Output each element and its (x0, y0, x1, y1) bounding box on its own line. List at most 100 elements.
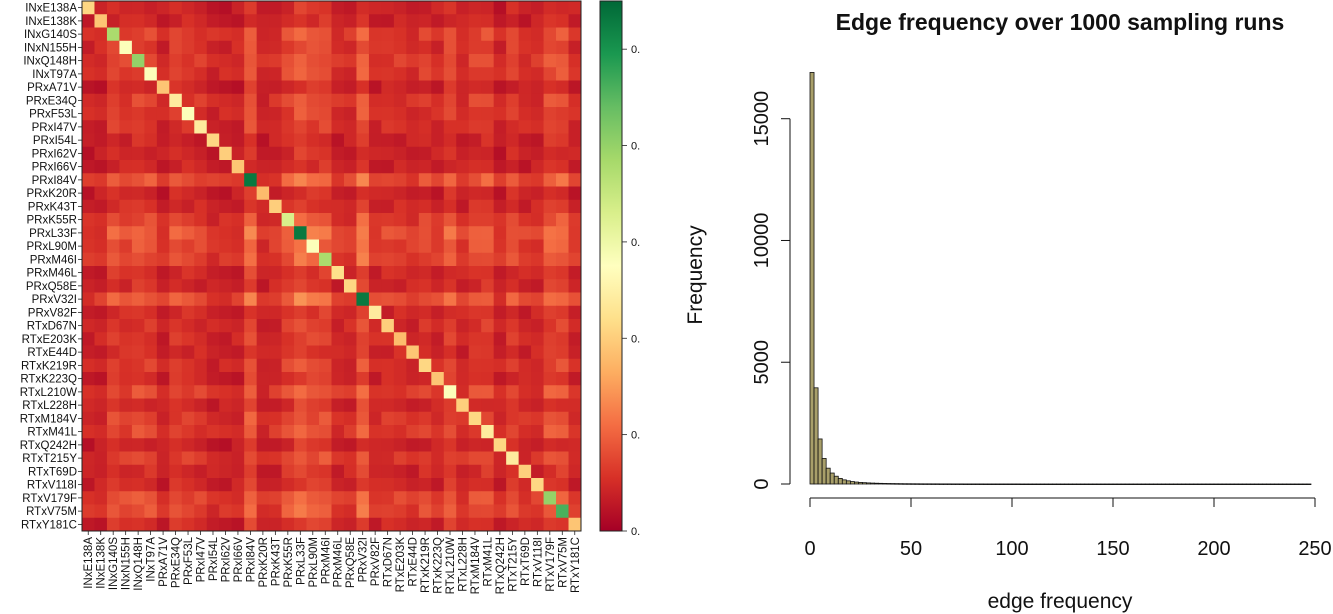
heatmap-cell (94, 1, 108, 15)
heatmap-cell (281, 186, 295, 201)
heatmap-cell (331, 319, 345, 333)
column-label: INxQ148H (133, 537, 145, 591)
heatmap-cell (331, 372, 345, 386)
heatmap-cell (281, 305, 295, 320)
histogram-bar (862, 482, 867, 485)
heatmap-cell (431, 517, 445, 532)
heatmap-cell (406, 40, 420, 55)
column-label: RTxM41L (482, 536, 494, 586)
heatmap-cell (568, 67, 582, 81)
heatmap-cell (531, 1, 544, 15)
heatmap-cell (169, 67, 183, 81)
heatmap-cell (518, 425, 532, 439)
heatmap-cell (381, 292, 395, 307)
heatmap-cell (406, 491, 420, 505)
row-label: INxG140S (24, 29, 77, 41)
heatmap-cell (556, 160, 569, 174)
heatmap-cell (206, 133, 220, 148)
heatmap-cell (368, 398, 382, 413)
heatmap-cell (131, 491, 145, 505)
heatmap-cell (281, 292, 295, 307)
heatmap-cell (331, 279, 345, 293)
heatmap-cell (144, 199, 158, 214)
heatmap-cell (568, 517, 582, 532)
heatmap-cell (431, 120, 445, 134)
heatmap-cell (82, 146, 95, 161)
heatmap-cell (231, 27, 245, 42)
heatmap-cell (331, 93, 345, 108)
histogram-bar (1245, 483, 1251, 485)
heatmap-cell (368, 345, 382, 360)
heatmap-cell (531, 252, 544, 267)
histogram-bar (1266, 483, 1271, 485)
heatmap-cell (443, 451, 457, 466)
heatmap-cell (94, 332, 108, 346)
heatmap-cell (431, 186, 445, 201)
heatmap-cell (568, 319, 582, 333)
heatmap-cell (82, 93, 95, 108)
heatmap-cell (518, 199, 532, 214)
heatmap-cell (206, 199, 220, 214)
histogram-bars (809, 72, 1312, 485)
heatmap-cell (144, 279, 158, 293)
heatmap-cell (343, 173, 357, 187)
heatmap-cell (281, 398, 295, 413)
heatmap-cell (393, 93, 407, 108)
heatmap-cell (493, 504, 507, 519)
heatmap-cell (219, 252, 233, 267)
heatmap-cell (106, 279, 120, 293)
heatmap-cell (106, 226, 120, 240)
histogram-bar (979, 483, 985, 485)
heatmap-cell (156, 279, 170, 293)
heatmap-cell (456, 478, 470, 492)
heatmap-cell (106, 491, 120, 505)
heatmap-cell (368, 266, 382, 280)
column-label: RTxT215Y (507, 537, 519, 592)
heatmap-cell (94, 517, 108, 532)
heatmap-cell (82, 451, 95, 466)
column-label: PRxI47V (196, 537, 208, 583)
heatmap-cell (219, 186, 233, 201)
heatmap-cell (556, 504, 569, 519)
heatmap-cell (244, 160, 258, 174)
heatmap-cell (343, 93, 357, 108)
heatmap-cell (219, 266, 233, 280)
heatmap-cell (518, 504, 532, 519)
heatmap-cell (468, 80, 482, 95)
heatmap-cell (406, 107, 420, 121)
heatmap-cell (543, 425, 557, 439)
heatmap-cell (131, 133, 145, 148)
heatmap-cell (568, 464, 582, 479)
heatmap-cell (568, 239, 582, 254)
heatmap-cell (181, 213, 195, 227)
heatmap-cell (219, 54, 233, 68)
heatmap-cell (493, 305, 507, 320)
heatmap-cell (393, 1, 407, 15)
heatmap-cell (418, 160, 432, 174)
heatmap-cell (481, 332, 495, 346)
column-label: PRxQ58E (345, 537, 357, 588)
heatmap-cell (468, 385, 482, 399)
heatmap-cell (393, 398, 407, 413)
heatmap-cell (144, 14, 158, 28)
heatmap-cell (256, 199, 270, 214)
heatmap-cell (269, 93, 283, 108)
heatmap-cell (119, 40, 133, 55)
heatmap-cell (106, 93, 120, 108)
heatmap-cell (331, 252, 345, 267)
heatmap-cell (506, 358, 520, 373)
heatmap-cell (431, 226, 445, 240)
heatmap-cell (443, 14, 457, 28)
heatmap-cell (456, 398, 470, 413)
heatmap-cell (431, 292, 445, 307)
heatmap-cell (343, 292, 357, 307)
heatmap-cell (381, 398, 395, 413)
histogram-bar (1193, 483, 1199, 485)
heatmap-cell (131, 451, 145, 466)
row-label: PRxF53L (29, 109, 78, 121)
heatmap-cell (194, 239, 208, 254)
heatmap-cell (169, 319, 183, 333)
heatmap-cell (269, 133, 283, 148)
heatmap-cell (256, 279, 270, 293)
heatmap-cell (106, 252, 120, 267)
